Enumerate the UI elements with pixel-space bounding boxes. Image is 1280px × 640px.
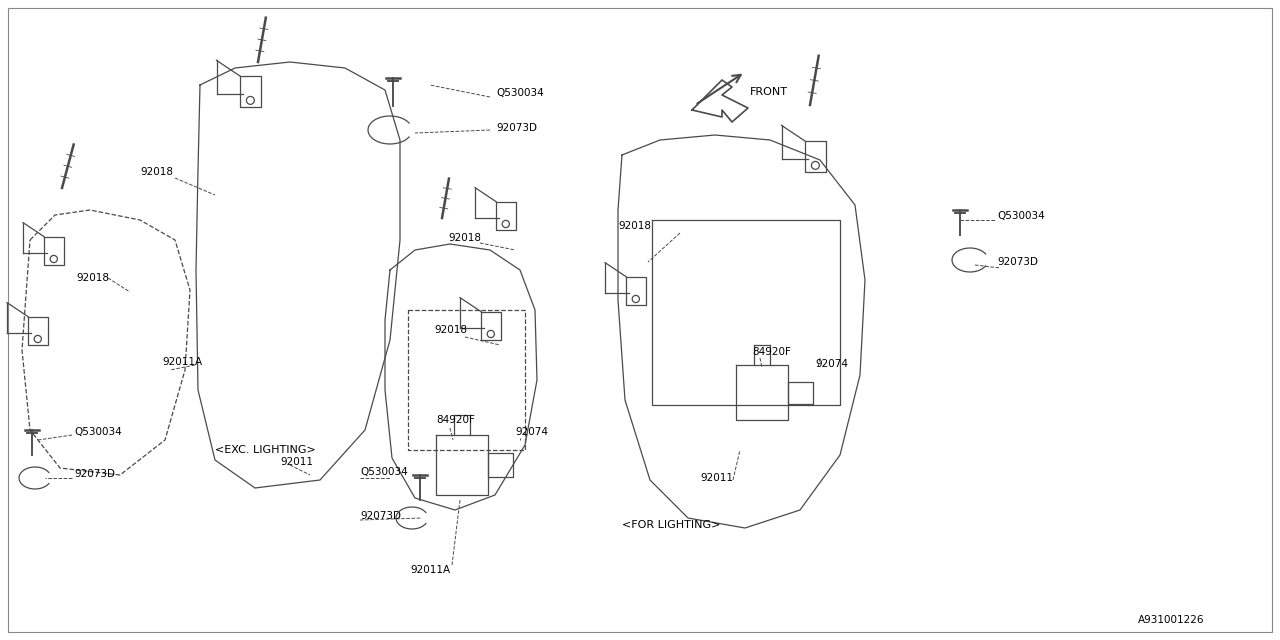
Text: <FOR LIGHTING>: <FOR LIGHTING> <box>622 520 721 530</box>
Text: Q530034: Q530034 <box>497 88 544 98</box>
Text: 92073D: 92073D <box>997 257 1038 267</box>
Text: 92011A: 92011A <box>163 357 202 367</box>
Text: 92074: 92074 <box>815 359 849 369</box>
Text: A931001226: A931001226 <box>1138 615 1204 625</box>
Text: 92018: 92018 <box>76 273 109 283</box>
Text: 92018: 92018 <box>618 221 652 231</box>
Text: 84920F: 84920F <box>436 415 475 425</box>
Text: <EXC. LIGHTING>: <EXC. LIGHTING> <box>215 445 316 455</box>
Text: Q530034: Q530034 <box>997 211 1044 221</box>
Text: 92073D: 92073D <box>74 469 115 479</box>
Text: Q530034: Q530034 <box>360 467 408 477</box>
Text: 84920F: 84920F <box>753 347 791 357</box>
Text: 92074: 92074 <box>515 427 548 437</box>
Text: 92018: 92018 <box>140 167 173 177</box>
Text: FRONT: FRONT <box>750 87 788 97</box>
Text: 92018: 92018 <box>434 325 467 335</box>
Text: 92011: 92011 <box>280 457 314 467</box>
Text: 92011A: 92011A <box>410 565 451 575</box>
Text: 92073D: 92073D <box>497 123 538 133</box>
Text: Q530034: Q530034 <box>74 427 122 437</box>
Text: 92073D: 92073D <box>360 511 401 521</box>
Text: 92011: 92011 <box>700 473 733 483</box>
Text: 92018: 92018 <box>448 233 481 243</box>
